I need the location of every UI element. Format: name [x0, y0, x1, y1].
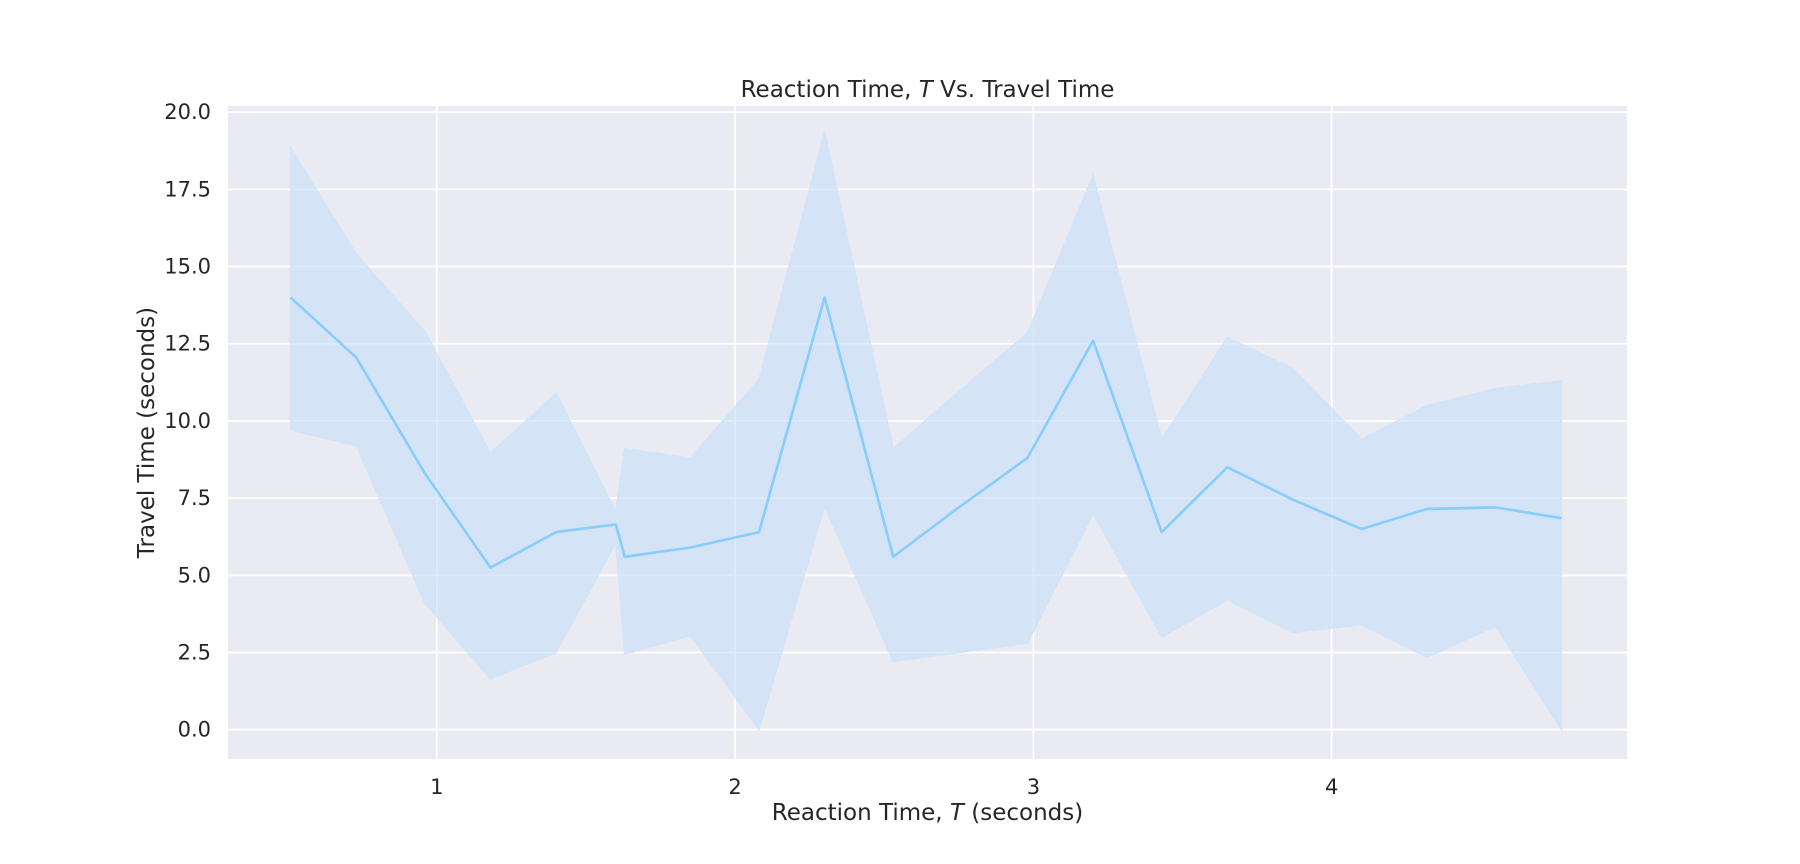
y-tick-label: 15.0 [164, 255, 211, 279]
confidence-band-group [289, 132, 1563, 733]
series-line [289, 296, 1562, 569]
chart-title: Reaction Time, T Vs. Travel Time [741, 77, 1115, 103]
x-tick-label: 2 [728, 775, 741, 799]
x-axis-label-variable: T [950, 800, 966, 826]
y-tick-label: 17.5 [164, 177, 211, 201]
y-tick-label: 0.0 [178, 718, 211, 742]
x-tick-label: 1 [430, 775, 443, 799]
y-tick-label: 12.5 [164, 332, 211, 356]
series-line-group [289, 296, 1562, 569]
chart-title-variable: T [919, 77, 935, 103]
y-tick-label: 2.5 [178, 640, 211, 664]
x-tick-label: 3 [1027, 775, 1040, 799]
chart-title-before: Reaction Time, [741, 77, 919, 103]
x-tick-labels: 1 2 3 4 [430, 775, 1338, 799]
y-tick-labels: 0.0 2.5 5.0 7.5 10.0 12.5 15.0 17.5 20.0 [164, 100, 211, 741]
chart-title-after: Vs. Travel Time [933, 77, 1115, 103]
x-axis-label: Reaction Time, T (seconds) [772, 800, 1083, 826]
x-axis-label-before: Reaction Time, [772, 800, 950, 826]
y-axis-label: Travel Time (seconds) [134, 307, 160, 559]
y-tick-label: 7.5 [178, 486, 211, 510]
y-tick-label: 20.0 [164, 100, 211, 124]
y-tick-label: 10.0 [164, 409, 211, 433]
y-tick-label: 5.0 [178, 563, 211, 587]
x-axis-label-after: (seconds) [964, 800, 1083, 826]
x-tick-label: 4 [1325, 775, 1338, 799]
confidence-band [289, 132, 1563, 733]
